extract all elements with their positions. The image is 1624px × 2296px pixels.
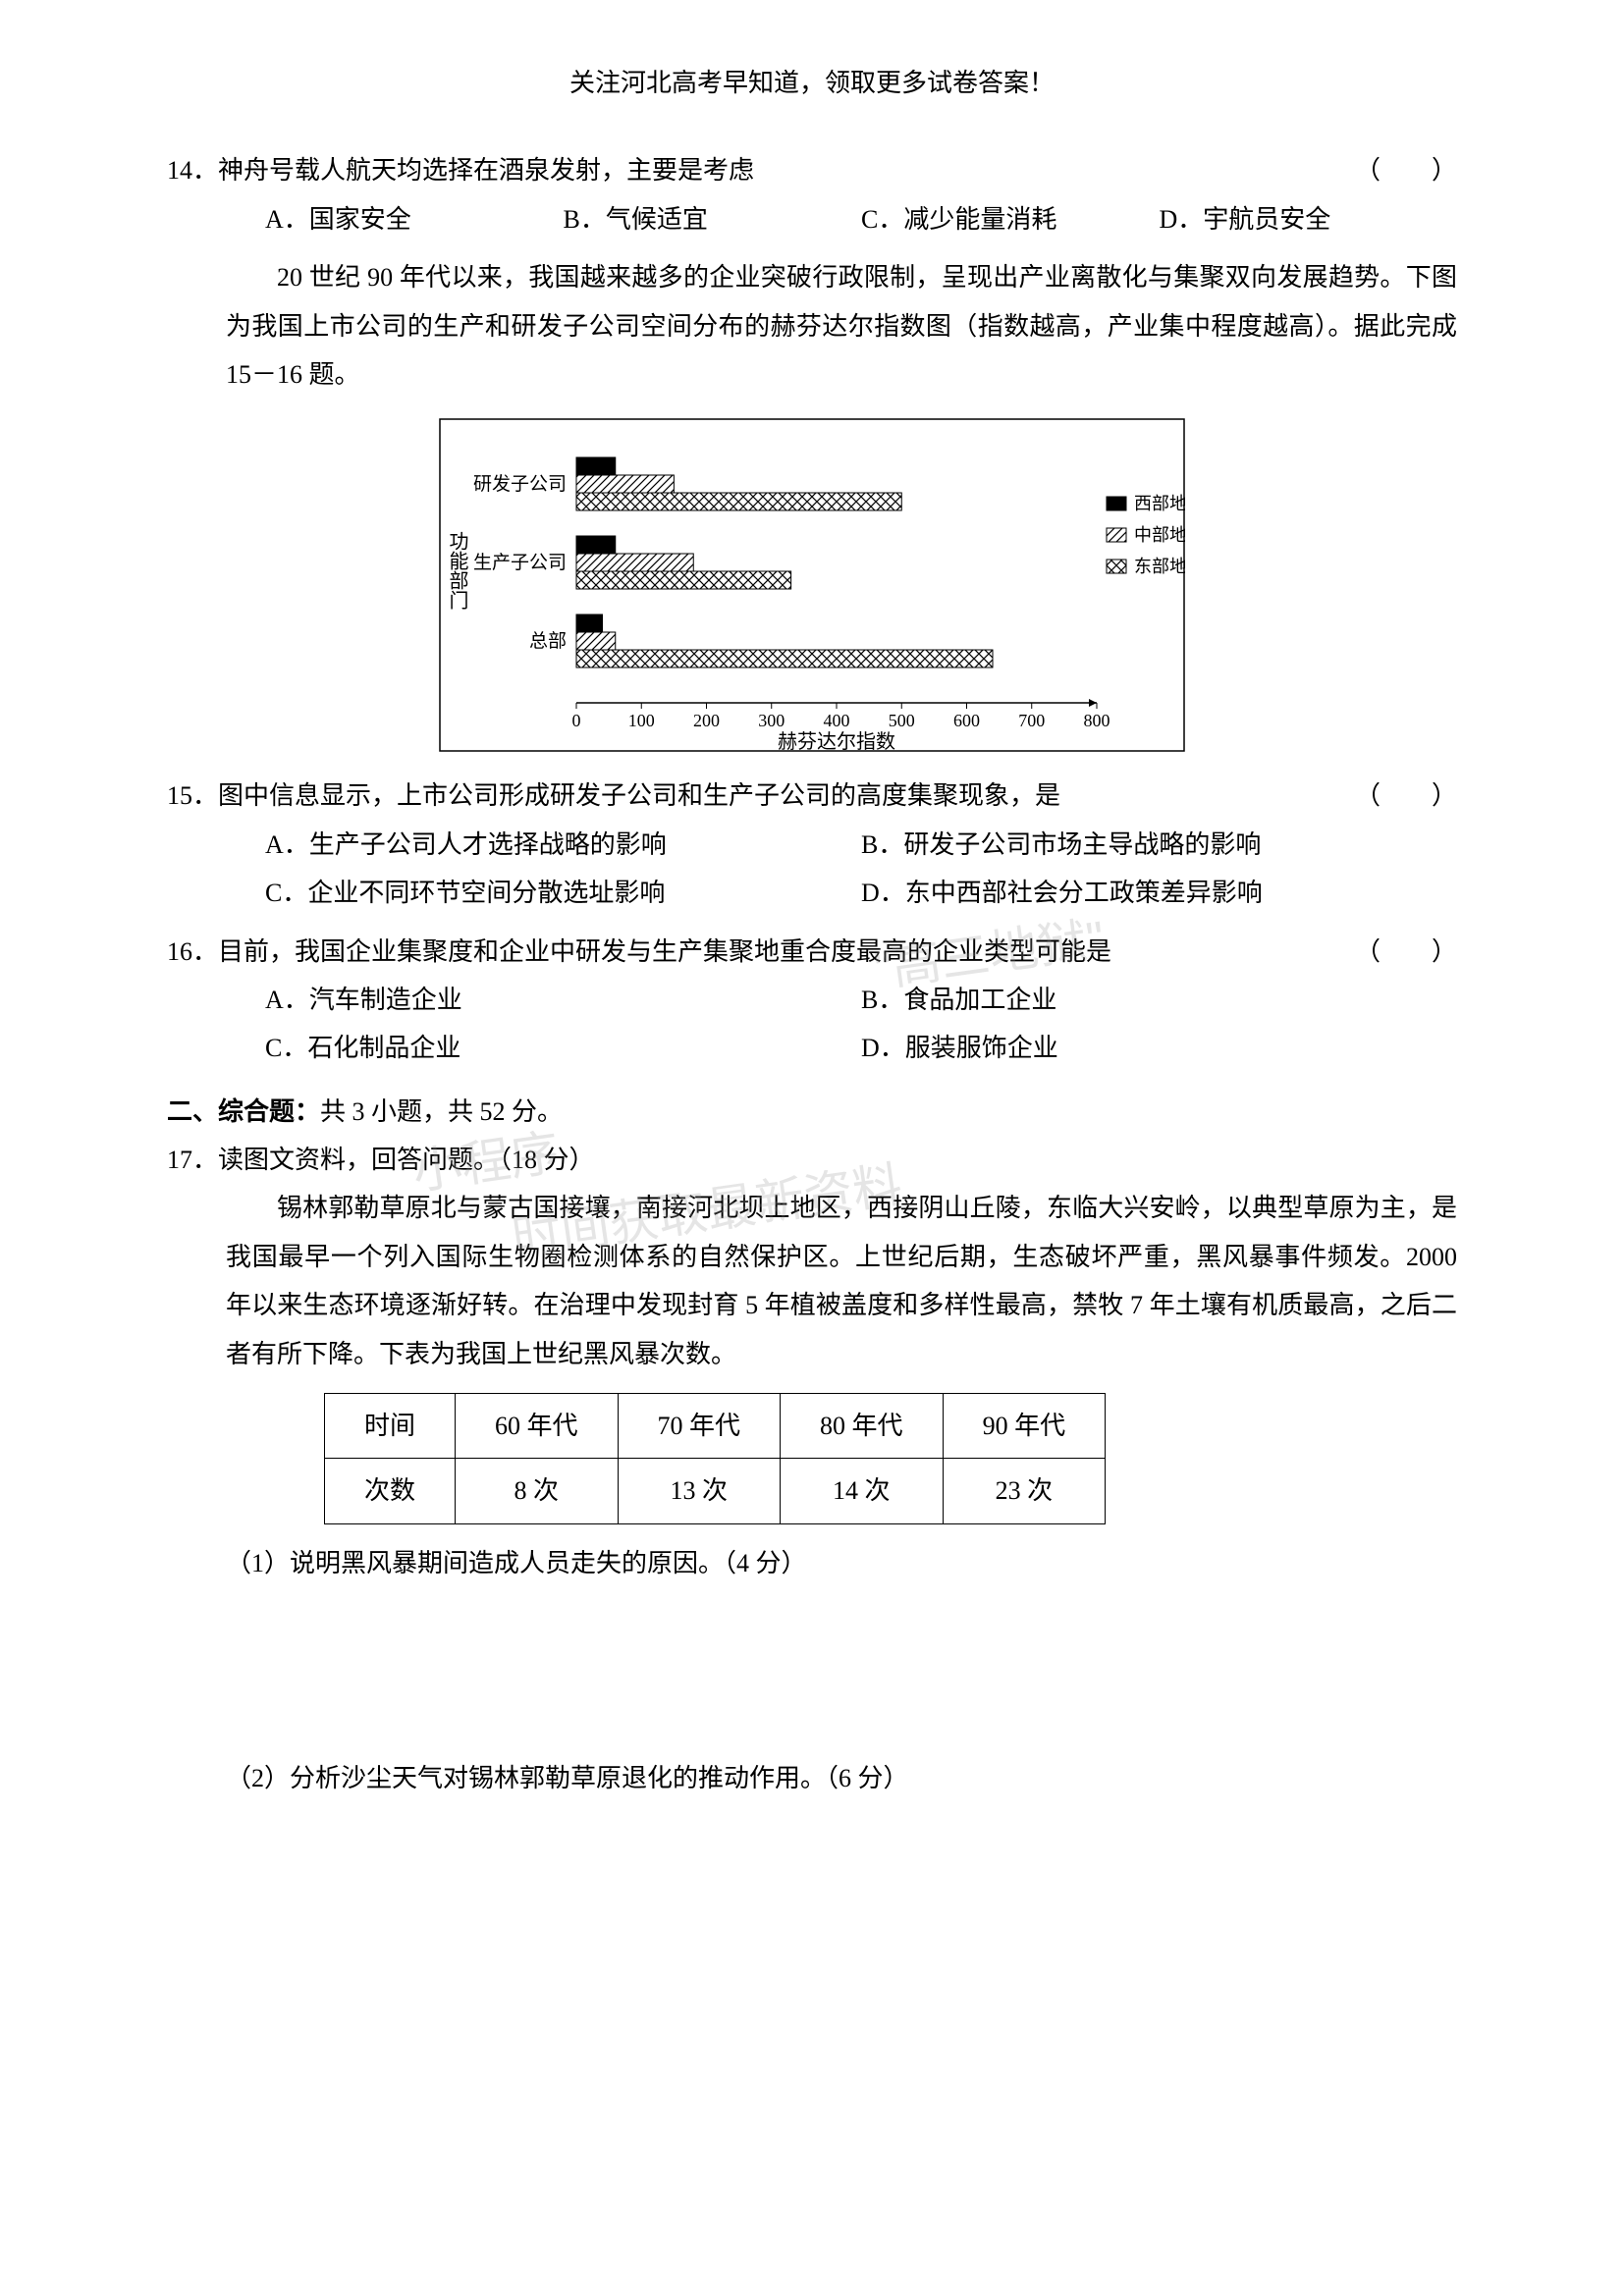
q17-sub2: （2）分析沙尘天气对锡林郭勒草原退化的推动作用。（6 分） [167,1754,1457,1802]
q14-opt-a: A．国家安全 [265,195,564,243]
q14-stem: 神舟号载人航天均选择在酒泉发射，主要是考虑 [218,146,754,194]
svg-text:研发子公司: 研发子公司 [473,473,567,495]
table-header-60s: 60 年代 [456,1394,619,1459]
table-val-80s: 14 次 [781,1459,944,1523]
q17-sub1: （1）说明黑风暴期间造成人员走失的原因。（4 分） [167,1539,1457,1587]
svg-text:700: 700 [1018,711,1045,730]
q14-number: 14． [167,146,218,194]
storm-table: 时间 60 年代 70 年代 80 年代 90 年代 次数 8 次 13 次 1… [324,1393,1106,1524]
answer-space-1 [167,1587,1457,1744]
table-header-row: 时间 60 年代 70 年代 80 年代 90 年代 [325,1394,1106,1459]
header-notice: 关注河北高考早知道，领取更多试卷答案！ [167,59,1457,107]
q15-options: A．生产子公司人才选择战略的影响 B．研发子公司市场主导战略的影响 C．企业不同… [167,821,1457,918]
section-2-header: 二、综合题：共 3 小题，共 52 分。 [167,1088,1457,1136]
q15-opt-d: D．东中西部社会分工政策差异影响 [861,869,1457,917]
question-15: 15． 图中信息显示，上市公司形成研发子公司和生产子公司的高度集聚现象，是 （ … [167,772,1457,917]
q15-opt-c: C．企业不同环节空间分散选址影响 [265,869,861,917]
q14-opt-d: D．宇航员安全 [1160,195,1458,243]
table-header-90s: 90 年代 [943,1394,1106,1459]
question-16: 16． 目前，我国企业集聚度和企业中研发与生产集聚地重合度最高的企业类型可能是 … [167,928,1457,1073]
table-val-60s: 8 次 [456,1459,619,1523]
table-header-80s: 80 年代 [781,1394,944,1459]
svg-text:生产子公司: 生产子公司 [473,552,567,573]
q17-stem: 读图文资料，回答问题。（18 分） [218,1136,595,1184]
svg-text:600: 600 [953,711,980,730]
q16-number: 16． [167,928,218,976]
section-2-title: 二、综合题： [167,1097,320,1126]
table-header-time: 时间 [325,1394,456,1459]
svg-text:300: 300 [758,711,785,730]
q14-options: A．国家安全 B．气候适宜 C．减少能量消耗 D．宇航员安全 [167,195,1457,243]
q15-opt-a: A．生产子公司人才选择战略的影响 [265,821,861,869]
q16-stem: 目前，我国企业集聚度和企业中研发与生产集聚地重合度最高的企业类型可能是 [218,928,1111,976]
svg-text:总部: 总部 [529,630,567,652]
table-val-70s: 13 次 [618,1459,781,1523]
q16-opt-a: A．汽车制造企业 [265,976,861,1024]
svg-text:100: 100 [628,711,655,730]
q16-opt-d: D．服装服饰企业 [861,1024,1457,1072]
section-2-desc: 共 3 小题，共 52 分。 [320,1097,563,1126]
context-15-16: 20 世纪 90 年代以来，我国越来越多的企业突破行政限制，呈现出产业离散化与集… [167,253,1457,399]
herfindahl-chart: 0 100 200 300 400 500 600 700 800 赫芬达尔指数 功能部门 研发子公司… [370,418,1254,752]
q17-context: 锡林郭勒草原北与蒙古国接壤，南接河北坝上地区，西接阴山丘陵，东临大兴安岭，以典型… [167,1184,1457,1378]
svg-text:赫芬达尔指数: 赫芬达尔指数 [778,730,895,752]
svg-text:800: 800 [1084,711,1110,730]
question-17: 17． 读图文资料，回答问题。（18 分） 小程序 时间获取最新资料 锡林郭勒草… [167,1136,1457,1803]
q16-options: A．汽车制造企业 B．食品加工企业 C．石化制品企业 D．服装服饰企业 [167,976,1457,1073]
q16-answer-blank: （ ） [1355,928,1457,976]
table-val-90s: 23 次 [943,1459,1106,1523]
svg-text:0: 0 [572,711,581,730]
q15-number: 15． [167,772,218,820]
table-row-label: 次数 [325,1459,456,1523]
q14-answer-blank: （ ） [1355,146,1457,194]
q15-answer-blank: （ ） [1355,772,1457,820]
table-data-row: 次数 8 次 13 次 14 次 23 次 [325,1459,1106,1523]
svg-text:400: 400 [824,711,850,730]
svg-text:东部地区: 东部地区 [1134,557,1185,576]
svg-text:中部地区: 中部地区 [1134,525,1185,545]
q15-stem: 图中信息显示，上市公司形成研发子公司和生产子公司的高度集聚现象，是 [218,772,1060,820]
q14-opt-c: C．减少能量消耗 [861,195,1160,243]
question-14: 14． 神舟号载人航天均选择在酒泉发射，主要是考虑 （ ） A．国家安全 B．气… [167,146,1457,243]
q16-opt-c: C．石化制品企业 [265,1024,861,1072]
q17-number: 17． [167,1136,218,1184]
svg-text:功能部门: 功能部门 [446,531,468,610]
q15-opt-b: B．研发子公司市场主导战略的影响 [861,821,1457,869]
chart-svg: 0 100 200 300 400 500 600 700 800 赫芬达尔指数 功能部门 研发子公司… [439,418,1185,752]
q14-opt-b: B．气候适宜 [564,195,862,243]
svg-text:西部地区: 西部地区 [1134,494,1185,513]
svg-text:500: 500 [889,711,915,730]
table-header-70s: 70 年代 [618,1394,781,1459]
svg-text:200: 200 [693,711,720,730]
q16-opt-b: B．食品加工企业 [861,976,1457,1024]
